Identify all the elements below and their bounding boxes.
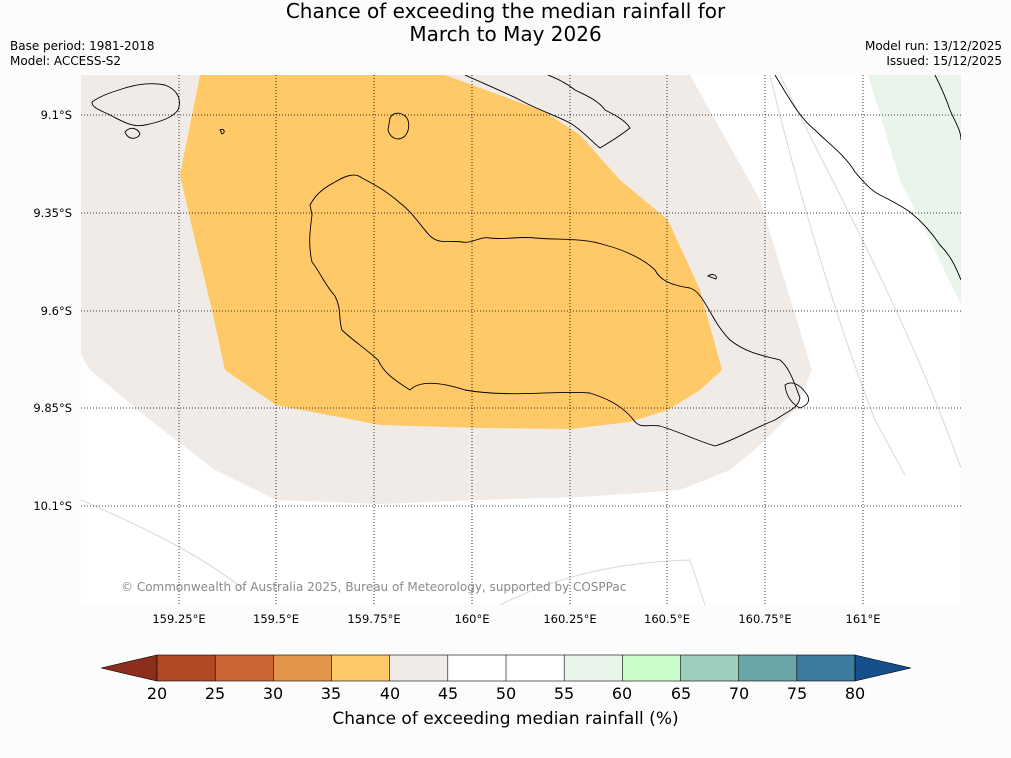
colorbar-label: Chance of exceeding median rainfall (%) [332,709,679,729]
lon-label-159-25: 159.25°E [152,612,206,626]
colorbar-tick-25: 25 [204,684,226,703]
lat-label-9-1: 9.1°S [40,108,72,122]
lon-label-160: 160°E [454,612,490,626]
colorbar-tick-60: 60 [611,684,633,703]
chart-title-line1: Chance of exceeding the median rainfall … [285,0,726,23]
issued-text: Issued: 15/12/2025 [886,54,1002,68]
colorbar-dividers [156,654,856,682]
colorbar-bin-25-30 [215,655,274,681]
colorbar-tick-35: 35 [320,684,342,703]
coastline-malaita [774,75,961,281]
colorbar-bin-65-70 [680,655,739,681]
lat-label-9-35: 9.35°S [33,206,72,220]
lat-label-9-85: 9.85°S [33,401,72,415]
probability-region-35-40 [180,75,722,429]
lat-label-10-1: 10.1°S [33,499,72,513]
probability-region-55-60 [868,75,961,305]
lon-label-159-75: 159.75°E [347,612,401,626]
chart-title-line2: March to May 2026 [409,22,602,46]
colorbar-bin-20-25 [157,655,216,681]
colorbar-tick-65: 65 [670,684,692,703]
colorbar-bin-50-55 [506,655,565,681]
lon-label-160-75: 160.75°E [738,612,792,626]
colorbar-bin-75-80 [796,655,855,681]
faint-contours [81,75,961,605]
colorbar-tick-55: 55 [553,684,575,703]
lat-label-9-6: 9.6°S [40,304,72,318]
colorbar-bin-40-45 [389,655,448,681]
model-text: Model: ACCESS-S2 [10,54,122,68]
colorbar-tick-50: 50 [495,684,517,703]
coastlines [91,75,961,447]
map-area [81,75,961,605]
colorbar [100,654,912,682]
coastline-north-west [91,83,180,127]
colorbar-tick-30: 30 [262,684,284,703]
colorbar-extend-high [854,654,912,682]
colorbar-bin-70-75 [738,655,797,681]
model-run-text: Model run: 13/12/2025 [864,39,1002,53]
lon-label-161: 161°E [845,612,881,626]
colorbar-bin-55-60 [564,655,623,681]
base-period-text: Base period: 1981-2018 [10,39,155,53]
colorbar-tick-45: 45 [437,684,459,703]
colorbar-tick-70: 70 [728,684,750,703]
graticule [81,75,961,605]
colorbar-bin-35-40 [331,655,390,681]
lon-label-160-25: 160.25°E [543,612,597,626]
lon-label-159-5: 159.5°E [253,612,299,626]
colorbar-bin-30-35 [273,655,332,681]
colorbar-bin-45-50 [447,655,506,681]
colorbar-tick-20: 20 [146,684,168,703]
colorbar-tick-80: 80 [844,684,866,703]
colorbar-extend-low [100,654,158,682]
coastline-ngella [464,75,631,149]
coastline-island-small [387,112,410,140]
coastline-guadalcanal [309,174,801,447]
lon-label-160-5: 160.5°E [644,612,690,626]
colorbar-tick-75: 75 [786,684,808,703]
colorbar-tick-40: 40 [379,684,401,703]
colorbar-bin-60-65 [622,655,681,681]
copyright-text: © Commonwealth of Australia 2025, Bureau… [121,580,627,594]
